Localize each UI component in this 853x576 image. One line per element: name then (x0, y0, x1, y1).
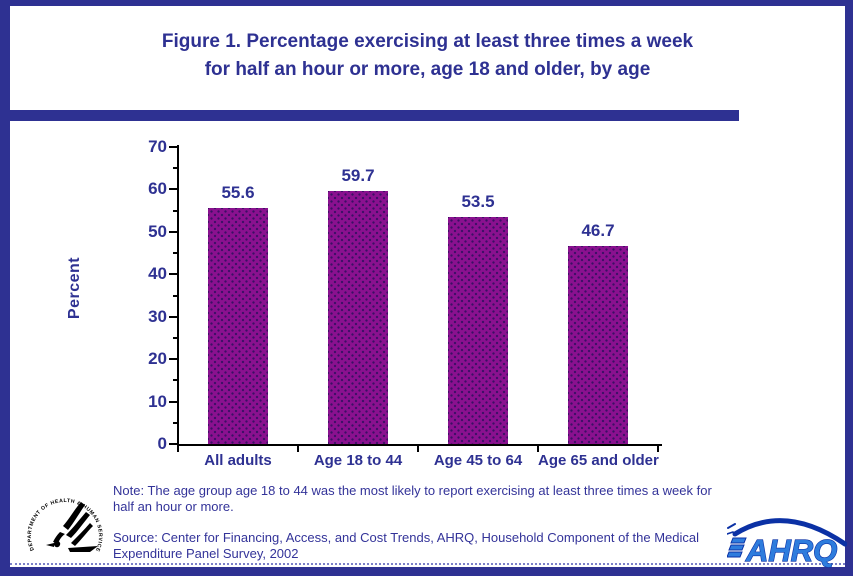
title-divider-rule (0, 110, 739, 121)
y-tick-label: 10 (148, 391, 167, 411)
y-minor-tick (173, 209, 177, 212)
source-line1: Source: Center for Financing, Access, an… (113, 530, 700, 545)
frame-border-left (0, 0, 10, 576)
y-major-tick (169, 443, 177, 445)
y-tick-label: 20 (148, 349, 167, 369)
y-major-tick (169, 315, 177, 318)
x-category-label: Age 45 to 64 (433, 452, 523, 469)
figure-title-line2: for half an hour or more, age 18 and old… (204, 59, 651, 80)
y-major-tick (169, 146, 177, 148)
y-axis-line (177, 145, 179, 446)
y-minor-tick (173, 421, 177, 424)
ahrq-logo-text: AHRQ (745, 533, 837, 568)
y-major-tick (169, 358, 177, 361)
bar (208, 208, 268, 444)
hhs-eagle-icon (46, 502, 98, 552)
y-minor-tick (173, 294, 177, 297)
y-minor-tick (173, 336, 177, 339)
bar-value-label: 46.7 (581, 220, 615, 240)
y-major-tick (169, 400, 177, 403)
x-axis-tick (657, 446, 659, 452)
bar-value-label: 59.7 (341, 165, 375, 185)
ahrq-swoosh-icon (727, 518, 847, 547)
y-major-tick (169, 230, 177, 233)
y-minor-tick (173, 379, 177, 382)
svg-text:DEPARTMENT OF HEALTH & HUMAN S: DEPARTMENT OF HEALTH & HUMAN SERVICES • … (24, 488, 103, 553)
x-axis-tick (537, 446, 539, 452)
figure-title: Figure 1. Percentage exercising at least… (10, 28, 845, 84)
y-major-tick (169, 188, 177, 191)
y-tick-label: 30 (148, 306, 167, 326)
y-tick-label: 70 (148, 137, 167, 156)
figure-title-line1: Figure 1. Percentage exercising at least… (161, 31, 694, 52)
figure-note: Note: The age group age 18 to 44 was the… (113, 483, 763, 515)
y-minor-tick (173, 167, 177, 170)
x-axis-tick (417, 446, 419, 452)
x-category-label: Age 18 to 44 (313, 452, 403, 469)
frame-border-bottom (0, 567, 853, 576)
y-tick-label: 40 (148, 264, 167, 284)
x-category-label: Age 65 and older (538, 452, 659, 469)
x-category-label: All adults (204, 452, 272, 469)
ahrq-logo: AHRQ (727, 518, 847, 569)
y-axis-title: Percent (66, 256, 83, 320)
frame-border-top (0, 0, 853, 6)
note-line1: Note: The age group age 18 to 44 was the… (113, 483, 712, 498)
y-tick-label: 0 (157, 434, 167, 453)
frame-border-right (845, 0, 853, 576)
source-line2: Expenditure Panel Survey, 2002 (113, 546, 299, 561)
y-major-tick (169, 273, 177, 276)
bottom-dotted-divider (10, 563, 845, 565)
bar (448, 217, 508, 444)
x-axis-line (177, 444, 662, 446)
hhs-seal-ring-text: DEPARTMENT OF HEALTH & HUMAN SERVICES • … (24, 488, 102, 553)
x-axis-tick (297, 446, 299, 452)
ahrq-speed-lines-icon (727, 537, 747, 558)
figure-source: Source: Center for Financing, Access, an… (113, 530, 763, 562)
bar-value-label: 53.5 (461, 192, 495, 211)
y-minor-tick (173, 252, 177, 255)
hhs-seal-logo: DEPARTMENT OF HEALTH & HUMAN SERVICES • … (24, 488, 103, 553)
x-axis-tick (177, 446, 179, 452)
y-tick-label: 50 (148, 221, 167, 241)
y-tick-label: 60 (148, 179, 167, 199)
note-line2: half an hour or more. (113, 499, 234, 514)
bar-value-label: 55.6 (221, 183, 255, 203)
bar (328, 190, 388, 444)
bar (568, 245, 628, 444)
